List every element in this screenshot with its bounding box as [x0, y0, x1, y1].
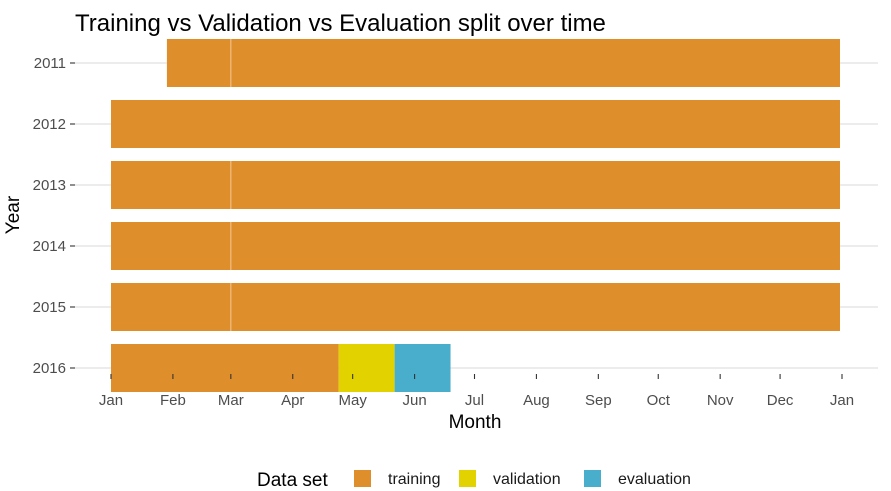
x-tick-label: Mar — [218, 392, 244, 409]
x-tick-label: Jul — [465, 392, 484, 409]
bar-training-2016 — [111, 344, 339, 392]
x-tick-label: Feb — [160, 392, 186, 409]
y-tick-label: 2011 — [34, 55, 66, 72]
y-tick-label: 2016 — [33, 360, 66, 377]
y-tick-label: 2014 — [33, 238, 66, 255]
x-axis-label: Month — [449, 412, 502, 433]
bar-training-2011 — [166, 39, 841, 87]
x-tick-label: Jan — [830, 392, 854, 409]
bar-training-2015 — [111, 283, 841, 331]
x-tick-label: Dec — [767, 392, 794, 409]
y-tick-label: 2015 — [33, 299, 66, 316]
legend-label-training: training — [388, 471, 440, 488]
x-tick-label: Apr — [281, 392, 304, 409]
x-tick-label: Aug — [523, 392, 550, 409]
x-tick-label: Nov — [707, 392, 734, 409]
legend-swatch-evaluation — [584, 470, 601, 487]
y-tick-label: 2013 — [33, 177, 66, 194]
axes: 2011 2012 2013 2014 2015 2016 Jan Feb Mar Apr May J… — [33, 55, 854, 409]
chart-title: Training vs Validation vs Evaluation spl… — [75, 10, 606, 37]
bar-training-2012 — [111, 100, 841, 148]
legend-swatch-training — [354, 470, 371, 487]
bar-training-2014 — [111, 222, 841, 270]
legend-swatch-validation — [459, 470, 476, 487]
x-tick-label: Oct — [647, 392, 671, 409]
legend-label-evaluation: evaluation — [618, 471, 691, 488]
bar-validation-2016 — [338, 344, 395, 392]
x-tick-label: Sep — [585, 392, 612, 409]
legend-title: Data set — [257, 470, 328, 491]
y-axis-label: Year — [3, 195, 24, 234]
bar-training-2013 — [111, 161, 841, 209]
bars — [111, 39, 841, 392]
x-tick-label: May — [338, 392, 367, 409]
legend-label-validation: validation — [493, 471, 561, 488]
y-tick-label: 2012 — [33, 116, 66, 133]
x-tick-label: Jun — [402, 392, 426, 409]
bar-evaluation-2016 — [394, 344, 451, 392]
x-tick-label: Jan — [99, 392, 123, 409]
legend: Data set training validation evaluation — [257, 470, 691, 491]
